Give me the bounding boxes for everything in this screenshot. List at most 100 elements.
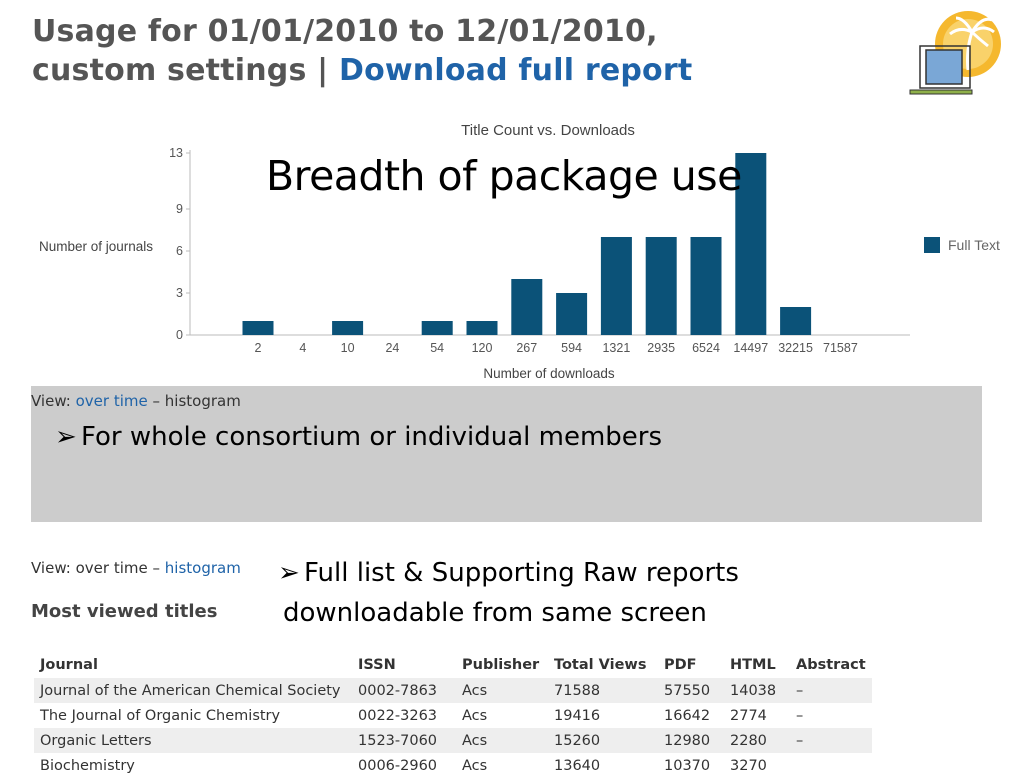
table-row[interactable]: Journal of the American Chemical Society… xyxy=(34,678,872,703)
report-title-line2: custom settings | Download full report xyxy=(32,51,692,90)
arrow-bullet-icon: ➢ xyxy=(55,422,77,452)
bar-32215 xyxy=(780,307,812,335)
view-separator: – xyxy=(147,392,165,410)
x-tick-label: 1321 xyxy=(602,341,630,355)
x-tick-label: 14497 xyxy=(733,341,768,355)
y-tick-label: 9 xyxy=(176,202,183,216)
journal-cell[interactable]: Organic Letters xyxy=(34,728,352,753)
total-views-cell: 13640 xyxy=(554,757,601,774)
over-time-current: over time xyxy=(75,559,148,577)
col-journal[interactable]: Journal xyxy=(40,657,98,673)
y-tick-label: 6 xyxy=(176,244,183,258)
issn-cell: 0022-3263 xyxy=(358,707,438,724)
download-full-report-link[interactable]: Download full report xyxy=(338,53,693,88)
col-pdf[interactable]: PDF xyxy=(664,657,697,673)
x-tick-label: 120 xyxy=(472,341,493,355)
x-tick-label: 6524 xyxy=(692,341,720,355)
table-row[interactable]: Organic Letters 1523-7060 Acs 15260 1298… xyxy=(34,728,872,753)
y-tick-label: 0 xyxy=(176,328,183,342)
total-views-cell: 19416 xyxy=(554,707,601,724)
view-toggle-bottom: View: over time – histogram xyxy=(31,559,241,577)
bar-2 xyxy=(242,321,274,335)
most-viewed-table: Journal ISSN Publisher Total Views PDF H… xyxy=(34,652,872,778)
col-issn[interactable]: ISSN xyxy=(358,657,396,673)
x-tick-label: 2935 xyxy=(647,341,675,355)
bullet-full-list: ➢ Full list & Supporting Raw reports down… xyxy=(278,553,739,633)
over-time-link[interactable]: over time xyxy=(75,392,148,410)
arrow-bullet-icon: ➢ xyxy=(278,558,300,588)
x-tick-label: 10 xyxy=(341,341,355,355)
bar-594 xyxy=(556,293,588,335)
view-toggle-top: View: over time – histogram xyxy=(31,392,241,410)
html-cell: 14038 xyxy=(724,678,790,703)
x-tick-label: 71587 xyxy=(823,341,858,355)
table-row[interactable]: The Journal of Organic Chemistry 0022-32… xyxy=(34,703,872,728)
x-tick-label: 24 xyxy=(385,341,399,355)
legend-label: Full Text xyxy=(948,237,1000,253)
journal-cell[interactable]: The Journal of Organic Chemistry xyxy=(40,707,281,724)
view-prefix: View: xyxy=(31,559,76,577)
bar-14497 xyxy=(735,153,767,335)
col-total-views[interactable]: Total Views xyxy=(554,657,647,673)
bullet-consortium: ➢ For whole consortium or individual memb… xyxy=(55,417,662,457)
bar-267 xyxy=(511,279,543,335)
view-separator: – xyxy=(147,559,165,577)
abstract-cell: – xyxy=(796,707,804,724)
x-tick-label: 54 xyxy=(430,341,444,355)
custom-settings-text: custom settings | xyxy=(32,53,339,88)
x-tick-label: 267 xyxy=(516,341,537,355)
col-html[interactable]: HTML xyxy=(730,657,776,673)
journal-cell[interactable]: Journal of the American Chemical Society xyxy=(34,678,352,703)
html-cell: 2774 xyxy=(730,707,767,724)
bullet-full-list-line1: ➢ Full list & Supporting Raw reports xyxy=(278,553,739,593)
abstract-cell: – xyxy=(790,728,872,753)
slide-title: Breadth of package use xyxy=(266,152,742,200)
x-axis-label: Number of downloads xyxy=(483,366,615,381)
publisher-cell: Acs xyxy=(456,728,548,753)
bar-6524 xyxy=(690,237,722,335)
over-time-panel xyxy=(31,386,982,522)
y-axis-label: Number of journals xyxy=(39,239,153,254)
publisher-cell: Acs xyxy=(462,707,488,724)
laptop-palm-logo-icon xyxy=(909,11,1001,95)
abstract-cell: – xyxy=(790,678,872,703)
report-header: Usage for 01/01/2010 to 12/01/2010, cust… xyxy=(32,12,692,90)
table-header-row: Journal ISSN Publisher Total Views PDF H… xyxy=(34,652,872,678)
col-publisher[interactable]: Publisher xyxy=(462,657,540,673)
publisher-cell: Acs xyxy=(462,757,488,774)
bullet-full-list-text2: downloadable from same screen xyxy=(283,598,707,628)
publisher-cell: Acs xyxy=(456,678,548,703)
x-tick-label: 594 xyxy=(561,341,582,355)
journal-cell[interactable]: Biochemistry xyxy=(40,757,135,774)
legend-swatch xyxy=(924,237,940,253)
total-views-cell: 15260 xyxy=(548,728,658,753)
chart-title: Title Count vs. Downloads xyxy=(461,122,635,139)
pdf-cell: 16642 xyxy=(664,707,711,724)
issn-cell: 0006-2960 xyxy=(358,757,438,774)
abstract-cell xyxy=(790,753,872,778)
y-tick-label: 13 xyxy=(169,146,183,160)
bar-2935 xyxy=(645,237,677,335)
pdf-cell: 57550 xyxy=(658,678,724,703)
html-cell: 3270 xyxy=(730,757,767,774)
issn-cell: 1523-7060 xyxy=(352,728,456,753)
report-title-line1: Usage for 01/01/2010 to 12/01/2010, xyxy=(32,14,658,49)
most-viewed-heading: Most viewed titles xyxy=(31,601,218,622)
issn-cell: 0002-7863 xyxy=(352,678,456,703)
view-prefix: View: xyxy=(31,392,76,410)
x-tick-label: 4 xyxy=(299,341,306,355)
y-tick-label: 3 xyxy=(176,286,183,300)
total-views-cell: 71588 xyxy=(548,678,658,703)
title-count-histogram: Title Count vs. Downloads Number of jour… xyxy=(39,122,1000,381)
pdf-cell: 12980 xyxy=(658,728,724,753)
bullet-consortium-text: For whole consortium or individual membe… xyxy=(81,422,663,452)
histogram-current: histogram xyxy=(164,392,241,410)
bar-10 xyxy=(332,321,364,335)
table-row[interactable]: Biochemistry 0006-2960 Acs 13640 10370 3… xyxy=(34,753,872,778)
histogram-link[interactable]: histogram xyxy=(164,559,241,577)
x-tick-label: 2 xyxy=(255,341,262,355)
bar-120 xyxy=(466,321,498,335)
x-tick-label: 32215 xyxy=(778,341,813,355)
col-abstract[interactable]: Abstract xyxy=(796,657,866,673)
bar-1321 xyxy=(600,237,632,335)
